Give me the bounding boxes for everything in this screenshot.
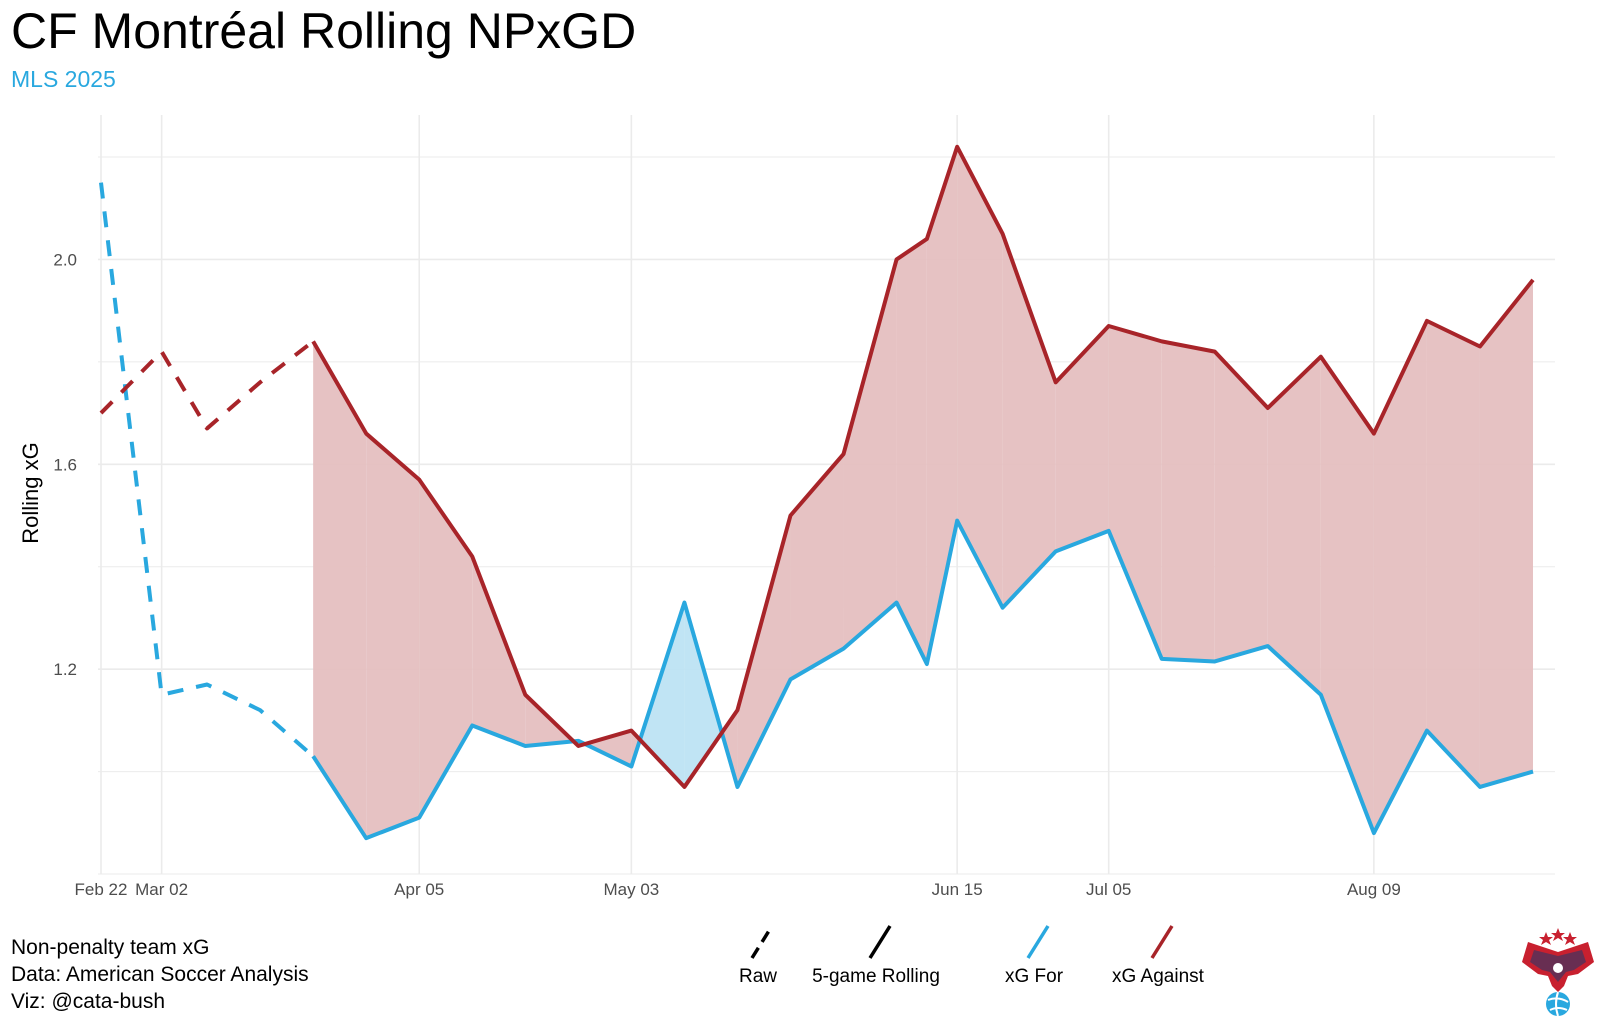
area-segment bbox=[1161, 341, 1215, 662]
area-segment bbox=[684, 602, 722, 787]
legend-key-2 bbox=[1026, 925, 1050, 959]
area-segment bbox=[790, 454, 844, 680]
area-segment bbox=[1373, 320, 1427, 834]
area-segment bbox=[313, 341, 367, 839]
caption-line-1: Non-penalty team xG bbox=[11, 936, 210, 959]
legend-label-3: xG Against bbox=[1112, 966, 1205, 987]
chart-subtitle: MLS 2025 bbox=[11, 66, 116, 92]
area-segment bbox=[1108, 326, 1162, 659]
y-tick-label: 1.2 bbox=[53, 660, 77, 679]
caption-line-2: Data: American Soccer Analysis bbox=[11, 963, 309, 986]
raw-line-xg-against bbox=[99, 339, 315, 431]
area-segment bbox=[640, 602, 685, 787]
area-segment bbox=[926, 146, 958, 665]
area-segment bbox=[1320, 356, 1374, 834]
legend-label-1: 5-game Rolling bbox=[812, 966, 940, 987]
area-segment bbox=[472, 556, 526, 746]
area-segment bbox=[1214, 351, 1268, 662]
x-tick-label: Mar 02 bbox=[135, 880, 188, 899]
area-segment bbox=[843, 259, 897, 649]
area-segment bbox=[896, 238, 927, 665]
area-segment bbox=[1479, 279, 1533, 787]
area-segment bbox=[366, 433, 420, 839]
rolling-line-xg-for bbox=[311, 518, 1534, 841]
legend-label-0: Raw bbox=[739, 966, 777, 987]
rolling-line-xg-against bbox=[311, 144, 1535, 789]
legend-key-3 bbox=[1150, 925, 1174, 959]
caption: Non-penalty team xG Data: American Socce… bbox=[11, 934, 309, 1015]
area-segment bbox=[584, 730, 632, 767]
legend-label-2: xG For bbox=[1005, 966, 1064, 987]
x-tick-label: Jul 05 bbox=[1086, 880, 1131, 899]
y-tick-label: 2.0 bbox=[53, 250, 77, 269]
x-tick-label: Aug 09 bbox=[1347, 880, 1401, 899]
y-tick-label: 1.6 bbox=[53, 455, 77, 474]
chart-title: CF Montréal Rolling NPxGD bbox=[11, 3, 637, 59]
eagle-logo-icon bbox=[1522, 928, 1594, 1017]
legend-key-1 bbox=[868, 925, 892, 959]
caption-line-3: Viz: @cata-bush bbox=[11, 990, 166, 1013]
area-segment bbox=[1055, 326, 1109, 552]
area-segment bbox=[1426, 320, 1480, 787]
area-segment bbox=[419, 479, 473, 818]
area-segment bbox=[957, 146, 1003, 608]
x-tick-label: May 03 bbox=[603, 880, 659, 899]
y-axis-label: Rolling xG bbox=[18, 442, 43, 543]
legend-key-0 bbox=[750, 925, 774, 959]
x-tick-label: Jun 15 bbox=[932, 880, 983, 899]
x-tick-label: Feb 22 bbox=[75, 880, 128, 899]
raw-line-xg-for bbox=[99, 182, 315, 758]
x-tick-label: Apr 05 bbox=[394, 880, 444, 899]
area-segment bbox=[1002, 233, 1056, 608]
area-segment bbox=[737, 515, 791, 787]
area-segment bbox=[1267, 356, 1321, 695]
